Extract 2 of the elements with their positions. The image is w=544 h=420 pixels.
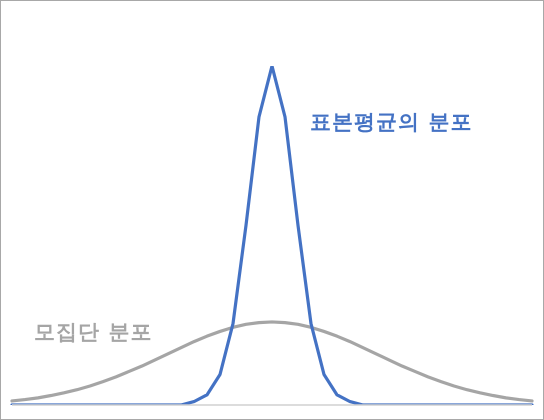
series-label: 표본평균의 분포 [310, 109, 472, 135]
series-label: 모집단 분포 [34, 319, 152, 345]
